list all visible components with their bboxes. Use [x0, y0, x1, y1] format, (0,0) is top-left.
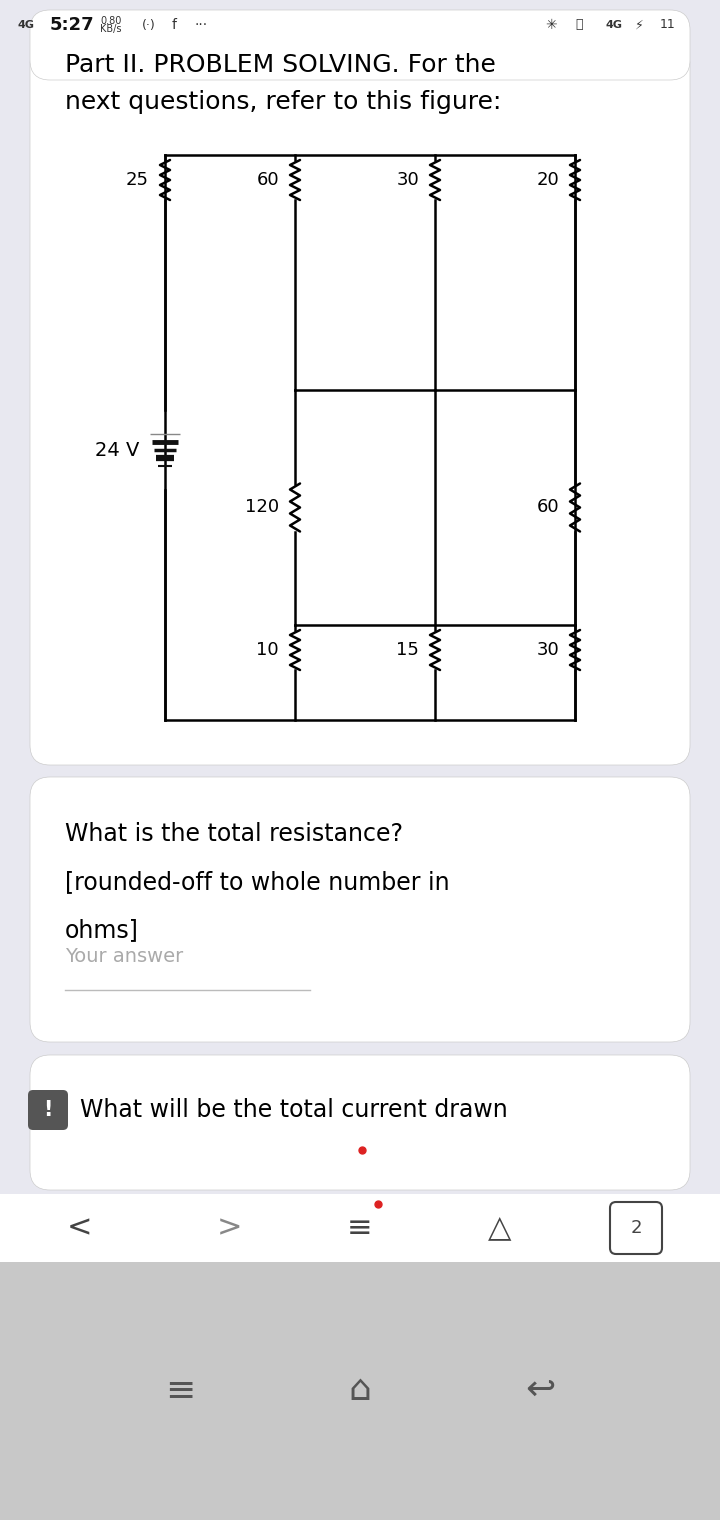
- Text: 60: 60: [536, 499, 559, 517]
- Text: 15: 15: [396, 641, 419, 660]
- Text: What will be the total current drawn: What will be the total current drawn: [80, 1097, 508, 1122]
- Text: 10: 10: [256, 641, 279, 660]
- FancyBboxPatch shape: [28, 1090, 68, 1129]
- Text: 120: 120: [245, 499, 279, 517]
- Text: 4G: 4G: [605, 20, 622, 30]
- Text: 5:27: 5:27: [50, 17, 94, 33]
- Text: ≡: ≡: [347, 1213, 373, 1242]
- Text: 4G: 4G: [18, 20, 35, 30]
- Bar: [0, 1195, 720, 1262]
- Text: 24 V: 24 V: [95, 441, 140, 459]
- Text: 30: 30: [396, 172, 419, 188]
- FancyBboxPatch shape: [30, 1055, 690, 1190]
- Text: next questions, refer to this figure:: next questions, refer to this figure:: [65, 90, 501, 114]
- Text: KB/s: KB/s: [100, 24, 122, 33]
- FancyBboxPatch shape: [30, 11, 690, 81]
- Bar: [0, 1262, 720, 1520]
- Text: >: >: [217, 1213, 243, 1242]
- Text: △: △: [488, 1213, 512, 1242]
- Text: ↩: ↩: [525, 1373, 555, 1408]
- Text: 20: 20: [536, 172, 559, 188]
- Text: ···: ···: [195, 18, 208, 32]
- Text: 25: 25: [126, 172, 149, 188]
- Text: f: f: [172, 18, 177, 32]
- Text: 11: 11: [660, 18, 676, 32]
- Text: 🔕: 🔕: [575, 18, 582, 32]
- Text: [rounded-off to whole number in: [rounded-off to whole number in: [65, 869, 449, 894]
- Text: ✳: ✳: [545, 18, 557, 32]
- Text: ⌂: ⌂: [348, 1373, 372, 1408]
- Text: <: <: [67, 1213, 93, 1242]
- Text: What is the total resistance?: What is the total resistance?: [65, 822, 403, 847]
- Text: ≡: ≡: [165, 1373, 195, 1408]
- Text: Part II. PROBLEM SOLVING. For the: Part II. PROBLEM SOLVING. For the: [65, 53, 496, 78]
- FancyBboxPatch shape: [30, 46, 690, 765]
- Text: ⚡: ⚡: [635, 18, 644, 32]
- Text: 2: 2: [630, 1219, 642, 1237]
- Text: 30: 30: [536, 641, 559, 660]
- Text: (·): (·): [142, 18, 156, 32]
- Text: 60: 60: [256, 172, 279, 188]
- Text: 0.80: 0.80: [100, 17, 122, 26]
- Text: !: !: [43, 1100, 53, 1120]
- Text: ohms]: ohms]: [65, 918, 139, 942]
- Text: Your answer: Your answer: [65, 947, 184, 967]
- FancyBboxPatch shape: [30, 777, 690, 1043]
